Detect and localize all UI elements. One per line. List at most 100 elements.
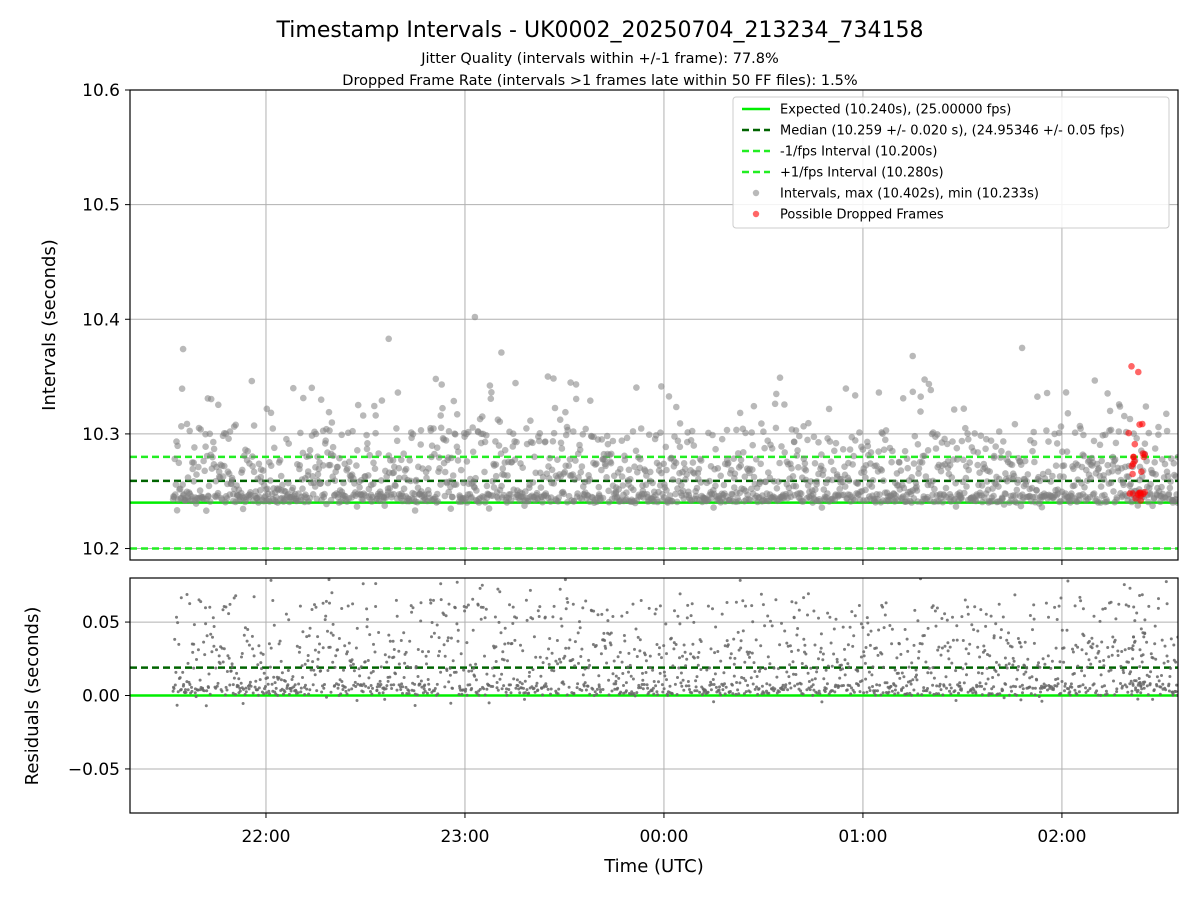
residual-point <box>982 644 986 648</box>
residual-point <box>395 614 399 618</box>
residual-point <box>769 619 772 623</box>
residual-point <box>717 688 721 692</box>
residual-point <box>931 604 935 608</box>
residual-point <box>473 674 477 678</box>
residual-point <box>215 648 218 652</box>
residual-point <box>515 678 519 682</box>
residual-point <box>503 626 507 630</box>
interval-point <box>1005 450 1012 458</box>
residual-point <box>894 684 898 688</box>
interval-point <box>864 442 872 450</box>
residual-point <box>439 582 443 586</box>
residual-point <box>1073 688 1077 692</box>
residual-point <box>979 608 983 612</box>
residual-point <box>544 685 548 688</box>
interval-point <box>901 447 909 455</box>
residual-point <box>435 682 439 686</box>
interval-point <box>567 379 574 386</box>
interval-point <box>672 459 680 467</box>
interval-point <box>851 496 858 504</box>
interval-point <box>1147 480 1154 488</box>
residual-point <box>1025 666 1029 670</box>
residual-point <box>1160 674 1163 677</box>
interval-point <box>1077 425 1084 433</box>
interval-point <box>423 474 430 482</box>
residual-point <box>514 686 518 690</box>
residual-point <box>878 683 882 687</box>
residual-point <box>616 655 620 659</box>
residual-point <box>1095 644 1099 648</box>
interval-point <box>315 465 323 473</box>
residual-point <box>512 677 516 681</box>
residual-point <box>935 606 939 610</box>
interval-point <box>776 459 783 467</box>
residual-point <box>1140 660 1144 664</box>
residual-point <box>614 682 618 686</box>
interval-point <box>564 426 571 434</box>
residual-point <box>991 676 995 679</box>
interval-point <box>498 482 505 490</box>
residual-point <box>965 673 968 677</box>
residual-point <box>686 603 690 607</box>
residual-point <box>920 693 924 697</box>
residual-point <box>392 683 396 687</box>
residual-point <box>662 644 666 648</box>
residual-point <box>307 634 311 638</box>
interval-point <box>381 502 389 510</box>
residual-point <box>728 690 732 693</box>
residual-point <box>613 687 617 691</box>
interval-point <box>267 462 275 470</box>
residual-point <box>395 688 399 692</box>
interval-point <box>1146 490 1154 497</box>
interval-point <box>1104 390 1111 397</box>
residual-point <box>244 686 248 690</box>
interval-point <box>846 446 854 453</box>
residual-point <box>528 588 532 592</box>
residual-point <box>1060 628 1064 632</box>
interval-point <box>496 418 504 426</box>
residual-point <box>413 704 417 707</box>
residual-point <box>907 665 911 669</box>
residual-point <box>654 684 658 688</box>
interval-point <box>519 464 526 472</box>
residual-point <box>379 683 383 686</box>
residual-point <box>1157 679 1161 683</box>
legend-label-expected: Expected (10.240s), (25.00000 fps) <box>780 103 1011 118</box>
interval-point <box>903 455 911 463</box>
residual-point <box>1102 659 1106 662</box>
residual-point <box>744 604 747 608</box>
interval-point <box>492 461 500 468</box>
interval-point <box>1059 448 1066 456</box>
interval-point <box>202 443 209 451</box>
interval-point <box>172 481 180 488</box>
residual-point <box>863 661 867 665</box>
residual-point <box>552 604 556 608</box>
residual-point <box>1130 646 1134 650</box>
residual-point <box>287 692 291 696</box>
dropped-frame-point <box>1128 462 1135 470</box>
interval-point <box>279 481 286 489</box>
interval-point <box>336 454 343 462</box>
residual-point <box>938 682 942 686</box>
residual-point <box>1036 664 1040 667</box>
residual-point <box>321 646 325 650</box>
residual-point <box>463 609 467 613</box>
residual-point <box>176 690 180 694</box>
residual-point <box>874 646 878 650</box>
residual-point <box>951 615 954 619</box>
residual-point <box>736 688 740 692</box>
residual-point <box>770 624 774 628</box>
residual-point <box>573 640 577 644</box>
residual-point <box>276 693 280 697</box>
residual-point <box>1153 624 1157 628</box>
residual-point <box>1151 697 1155 701</box>
residual-point <box>834 617 838 621</box>
residual-point <box>616 686 620 690</box>
interval-point <box>395 464 403 472</box>
residual-point <box>1105 692 1109 696</box>
interval-point <box>483 432 490 439</box>
interval-point <box>1047 478 1055 485</box>
interval-point <box>740 449 747 456</box>
residual-point <box>819 632 823 636</box>
residual-point <box>1122 583 1126 587</box>
